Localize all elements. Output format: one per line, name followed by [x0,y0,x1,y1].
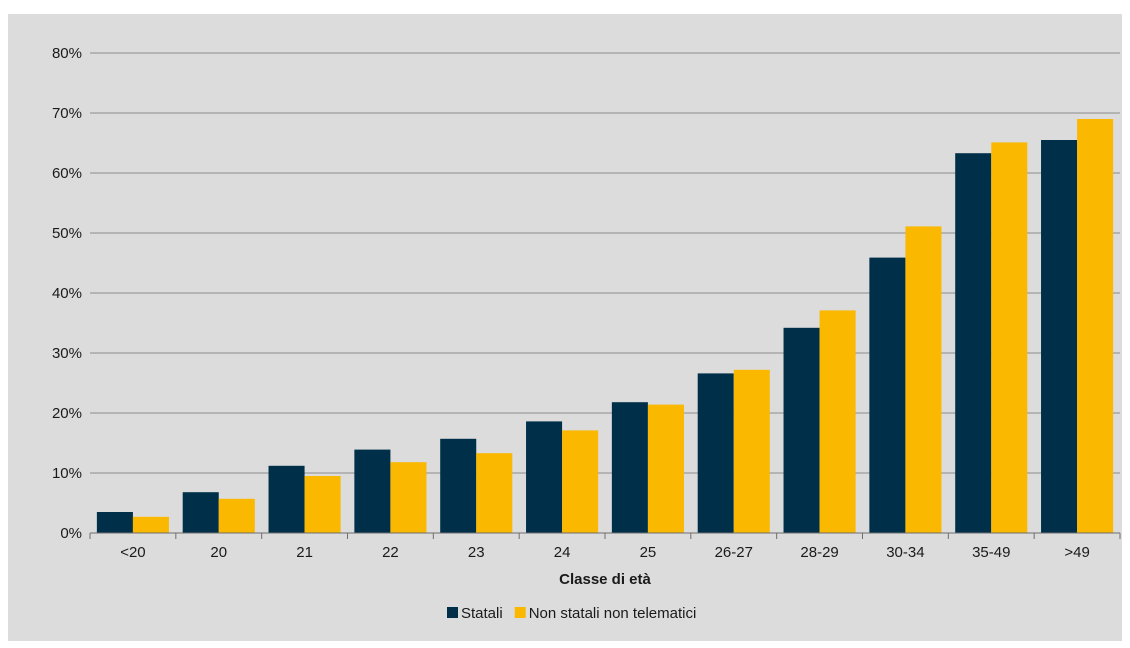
bar-statali [182,492,219,533]
legend-swatch-statali [447,607,458,618]
y-tick-label: 70% [52,105,82,122]
bar-non-statali-non-telematici [819,310,856,533]
bar-non-statali-non-telematici [647,404,684,533]
bar-statali [697,373,734,533]
bar-non-statali-non-telematici [991,142,1028,533]
gridlines [90,52,1120,474]
x-tick-label: 30-34 [886,544,924,561]
x-tick-label: <20 [120,544,145,561]
x-axis-title: Classe di età [559,571,651,588]
bar-statali [268,465,305,533]
bar-non-statali-non-telematici [1077,119,1114,533]
legend-label-non-statali-non-telematici: Non statali non telematici [529,605,697,622]
x-tick-label: 35-49 [972,544,1010,561]
x-tick-label: 23 [468,544,485,561]
x-tick-label: 25 [640,544,657,561]
bar-non-statali-non-telematici [304,476,341,533]
y-tick-label: 0% [60,525,82,542]
x-tick-label: 26-27 [715,544,753,561]
bar-non-statali-non-telematici [390,462,427,533]
x-axis-ticks: <20 20 21 22 23 24 25 26-27 28-29 30-34 35-49 >49 [89,533,1121,561]
legend-label-statali: Statali [461,605,503,622]
legend: Statali Non statali non telematici [447,605,696,622]
legend-swatch-non-statali-non-telematici [514,607,526,618]
bars [96,119,1114,533]
bar-non-statali-non-telematici [905,226,942,533]
x-tick-label: 24 [554,544,571,561]
x-tick-label: 28-29 [800,544,838,561]
x-tick-label: 21 [296,544,313,561]
x-tick-label: 20 [210,544,227,561]
chart-panel: 0% 10% 20% 30% 40% 50% 60% 70% 80% <20 20 21 22 23 24… [8,14,1122,641]
bar-non-statali-non-telematici [476,453,513,533]
bar-statali [96,512,133,533]
y-tick-label: 60% [52,165,82,182]
bar-statali [783,327,820,533]
bar-statali [354,449,391,533]
x-tick-label: >49 [1064,544,1089,561]
y-tick-label: 30% [52,345,82,362]
bar-non-statali-non-telematici [562,430,599,533]
bar-statali [440,438,477,533]
y-tick-label: 80% [52,45,82,62]
bar-statali [955,153,992,533]
bar-non-statali-non-telematici [132,516,169,533]
y-tick-label: 10% [52,465,82,482]
bar-statali [611,402,648,533]
y-tick-label: 50% [52,225,82,242]
bar-statali [869,257,906,533]
bar-chart: 0% 10% 20% 30% 40% 50% 60% 70% 80% <20 20 21 22 23 24… [52,45,1121,622]
y-axis-ticks: 0% 10% 20% 30% 40% 50% 60% 70% 80% [52,45,82,542]
x-tick-label: 22 [382,544,399,561]
y-tick-label: 20% [52,405,82,422]
y-tick-label: 40% [52,285,82,302]
bar-non-statali-non-telematici [733,369,770,533]
bar-statali [1041,140,1078,533]
bar-non-statali-non-telematici [218,498,255,533]
bar-statali [526,421,563,533]
